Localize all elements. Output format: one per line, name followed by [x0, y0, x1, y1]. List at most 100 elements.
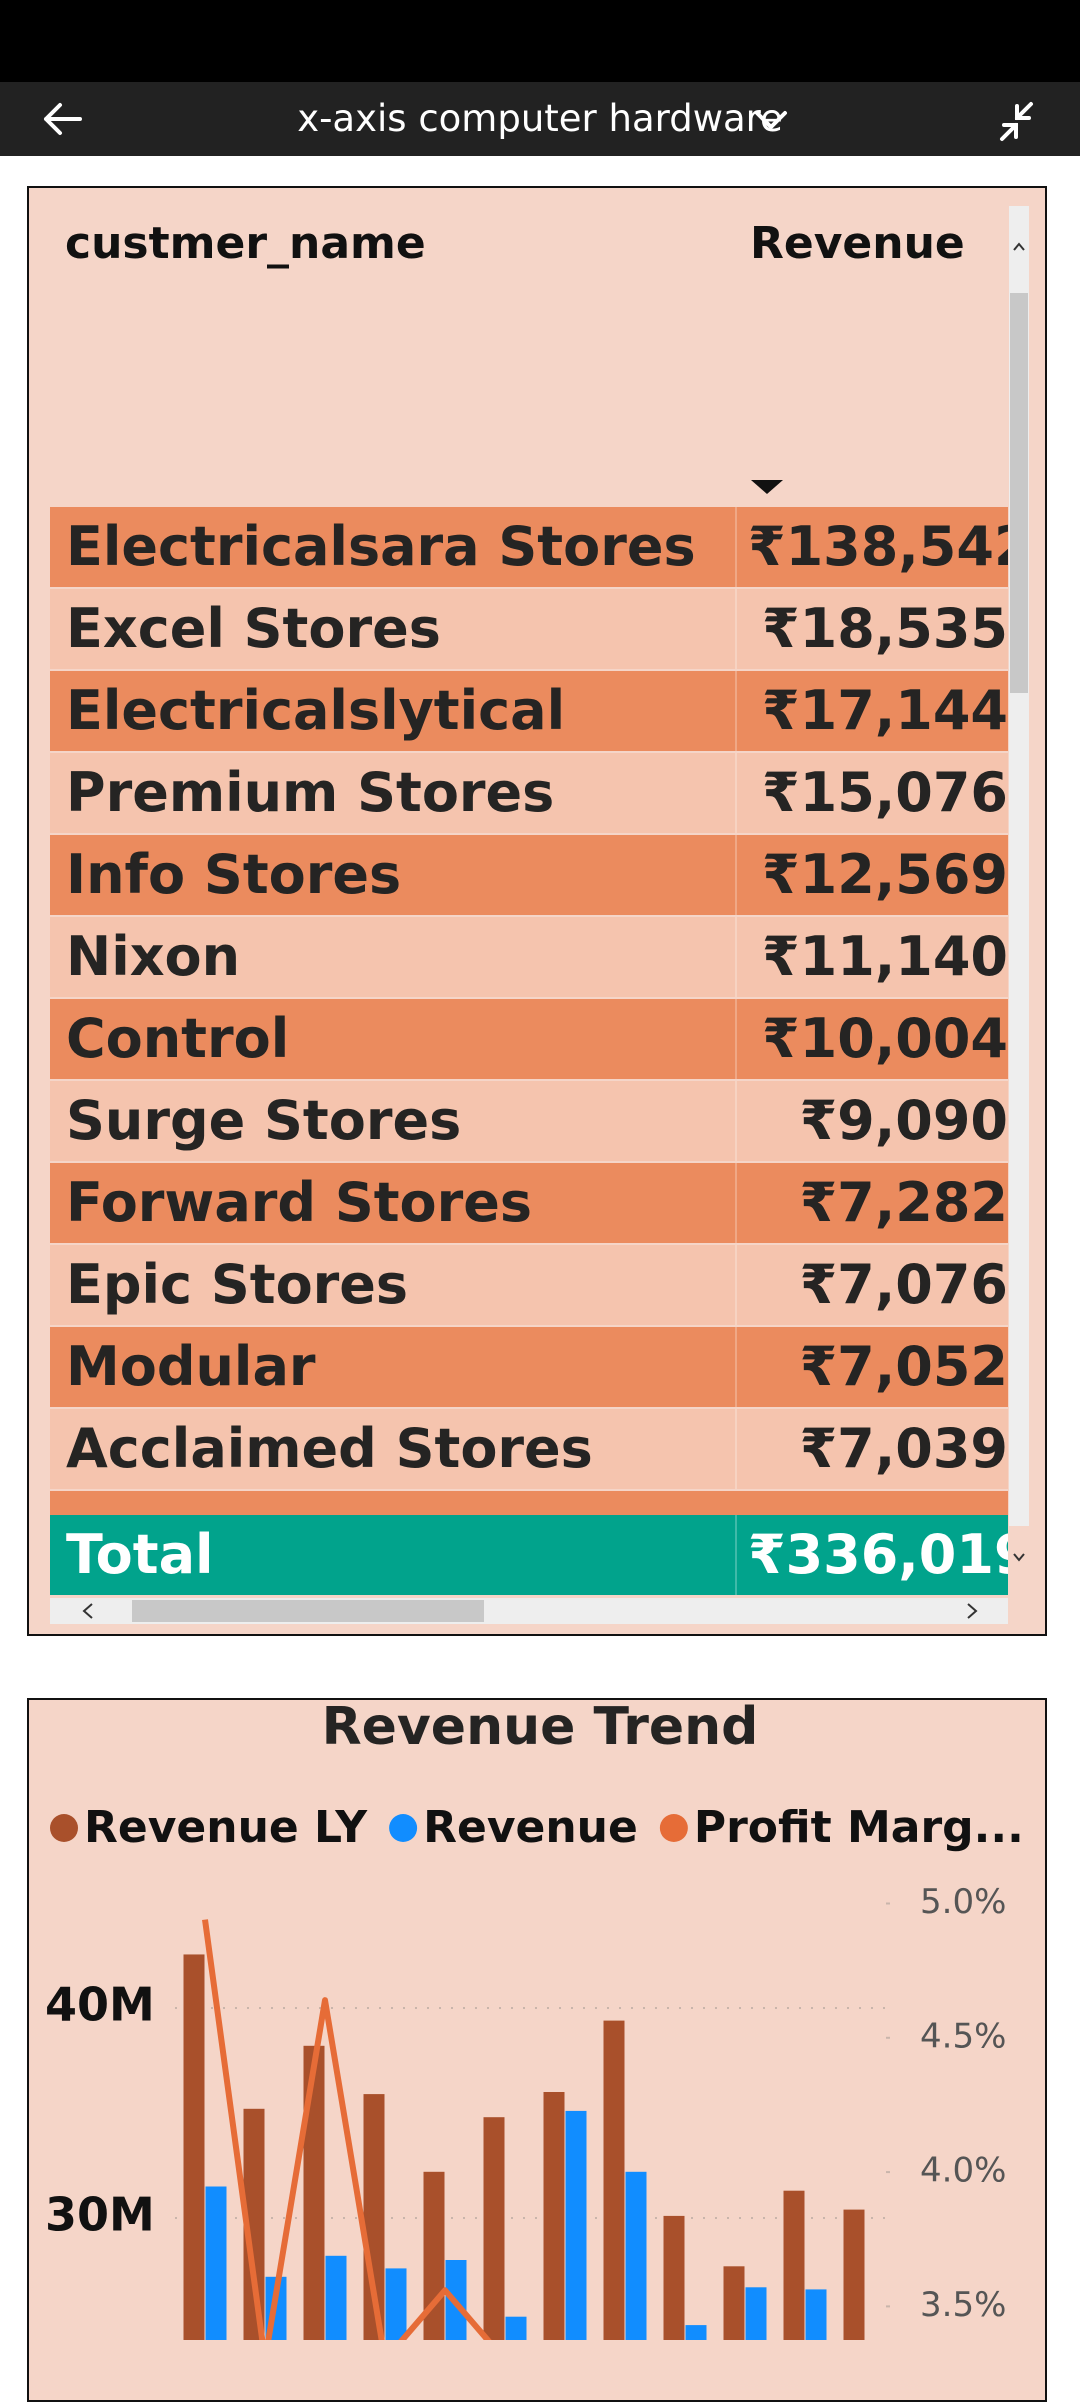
status-bar: [0, 0, 1080, 82]
page-title[interactable]: x-axis computer hardware: [297, 97, 783, 140]
revenue-cell: ₹7,052: [799, 1335, 1008, 1398]
row-separator: [735, 671, 737, 751]
y-tick-label: 40M: [45, 1978, 155, 2032]
customer-name: Nixon: [66, 925, 241, 988]
bar: [505, 2316, 527, 2340]
table-row[interactable]: Electricalslytical ₹17,144: [50, 671, 1008, 751]
row-separator: [735, 507, 737, 587]
row-separator: [735, 1081, 737, 1161]
top-bar: x-axis computer hardware: [0, 82, 1080, 156]
table-row[interactable]: Forward Stores ₹7,282: [50, 1163, 1008, 1243]
table-row[interactable]: Surge Stores ₹9,090: [50, 1081, 1008, 1161]
table-row-partial: [50, 1491, 1008, 1515]
row-separator: [735, 1163, 737, 1243]
customer-name: Control: [66, 1007, 290, 1070]
legend-label: Profit Marg...: [694, 1802, 1024, 1853]
bar: [385, 2268, 407, 2340]
table-decor: [50, 206, 1029, 1624]
row-separator: [735, 917, 737, 997]
revenue-cell: ₹18,535: [762, 597, 1008, 660]
row-separator: [735, 1409, 737, 1489]
revenue-cell: ₹11,140: [762, 925, 1008, 988]
revenue-cell: ₹12,569: [762, 843, 1008, 906]
customer-name: Acclaimed Stores: [66, 1417, 593, 1480]
table-row[interactable]: Epic Stores ₹7,076: [50, 1245, 1008, 1325]
bar: [625, 2171, 647, 2340]
customer-name: Forward Stores: [66, 1171, 533, 1234]
bar: [685, 2325, 707, 2340]
customer-name: Excel Stores: [66, 597, 441, 660]
column-header[interactable]: custmer_name: [65, 218, 426, 269]
bar: [543, 2092, 565, 2340]
row-separator: [735, 589, 737, 669]
bar: [325, 2255, 347, 2340]
table-row[interactable]: Modular ₹7,052: [50, 1327, 1008, 1407]
bar: [303, 2045, 325, 2340]
collapse-icon[interactable]: [1000, 102, 1033, 141]
column-header[interactable]: Revenue: [750, 218, 965, 269]
bar: [183, 1954, 205, 2340]
legend-label: Revenue LY: [84, 1802, 368, 1853]
row-separator: [735, 753, 737, 833]
row-separator: [735, 835, 737, 915]
customer-name: Electricalsara Stores: [66, 515, 696, 578]
table-row[interactable]: Premium Stores ₹15,076: [50, 753, 1008, 833]
scroll-arrows: [1013, 242, 1025, 1562]
bar: [783, 2190, 805, 2340]
plot: [183, 1919, 865, 2340]
table-row[interactable]: Info Stores ₹12,569: [50, 835, 1008, 915]
top-bar-icons: [44, 102, 1033, 141]
bar: [843, 2209, 865, 2340]
y2-tick-label: 5.0%: [920, 1882, 1006, 1922]
revenue-cell: ₹9,090: [799, 1089, 1008, 1152]
sort-icon: [751, 480, 783, 494]
total-value: ₹336,019: [748, 1523, 1008, 1586]
table-visual: custmer_name Revenue Electricalsara Stor…: [27, 186, 1047, 1636]
customer-name: Premium Stores: [66, 761, 555, 824]
bar: [723, 2266, 745, 2340]
row-separator: [735, 1245, 737, 1325]
revenue-cell: ₹7,039: [799, 1417, 1008, 1480]
y2-tick-label: 4.0%: [920, 2151, 1006, 2191]
bar: [243, 2108, 265, 2340]
revenue-cell: ₹7,282: [799, 1171, 1008, 1234]
customer-name: Electricalslytical: [66, 679, 566, 742]
legend-label: Revenue: [423, 1802, 638, 1853]
back-icon[interactable]: [44, 103, 82, 135]
bar: [745, 2287, 767, 2340]
bar: [205, 2186, 227, 2340]
bar: [565, 2110, 587, 2340]
bar: [603, 2020, 625, 2340]
y2-tick-label: 3.5%: [920, 2285, 1006, 2325]
row-separator: [735, 1515, 737, 1595]
table-row[interactable]: Control ₹10,004: [50, 999, 1008, 1079]
line: [202, 1919, 492, 2340]
revenue-cell: ₹7,076: [799, 1253, 1008, 1316]
y-tick-label: 30M: [45, 2188, 155, 2242]
table-row[interactable]: Acclaimed Stores ₹7,039: [50, 1409, 1008, 1489]
table-row[interactable]: Electricalsara Stores ₹138,542: [50, 507, 1008, 587]
h-scroll-thumb[interactable]: [132, 1600, 484, 1622]
dropdown-icon[interactable]: [755, 111, 787, 130]
chart-title: Revenue Trend: [322, 1697, 759, 1757]
legend-marker: [389, 1814, 418, 1842]
bar: [483, 2117, 505, 2340]
legend-marker: [659, 1814, 688, 1842]
chart: Revenue Trend Revenue LY Revenue Profit Ma…: [45, 1697, 1024, 2340]
v-scroll-thumb[interactable]: [1010, 293, 1028, 693]
table-row[interactable]: Excel Stores ₹18,535: [50, 589, 1008, 669]
scroll-arrows: [82, 1603, 978, 1619]
legend-marker: [50, 1814, 78, 1842]
row-separator: [735, 999, 737, 1079]
table-row[interactable]: Nixon ₹11,140: [50, 917, 1008, 997]
revenue-cell: ₹17,144: [762, 679, 1008, 742]
revenue-cell: ₹15,076: [762, 761, 1008, 824]
revenue-cell: ₹10,004: [762, 1007, 1008, 1070]
y2-tick-label: 4.5%: [920, 2016, 1006, 2056]
total-row: Total ₹336,019: [50, 1515, 1008, 1595]
customer-name: Info Stores: [66, 843, 402, 906]
bar: [663, 2215, 685, 2340]
row-separator: [735, 1327, 737, 1407]
revenue-cell: ₹138,542: [748, 515, 1008, 578]
